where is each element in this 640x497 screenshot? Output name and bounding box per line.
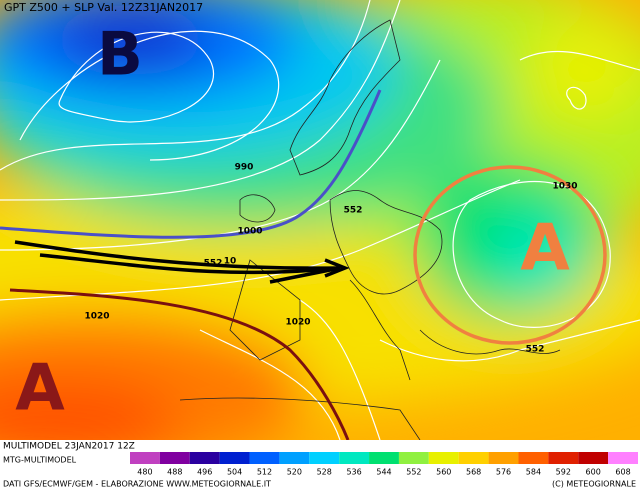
scale-label: 488 <box>167 468 182 477</box>
scale-swatch <box>189 452 220 464</box>
model-run: MULTIMODEL 23JAN2017 12Z <box>3 442 135 452</box>
scale-swatch <box>339 452 370 464</box>
scale-label: 552 <box>406 468 421 477</box>
scale-label: 504 <box>227 468 242 477</box>
scale-swatch <box>488 452 519 464</box>
scale-label: 520 <box>287 468 302 477</box>
scale-label: 528 <box>317 468 332 477</box>
contour-label: 1020 <box>84 312 109 322</box>
anticyclone-circle <box>413 165 607 345</box>
contour-label: 552 <box>204 259 223 269</box>
scale-label: 600 <box>586 468 601 477</box>
scale-swatch <box>548 452 579 464</box>
coastlines <box>179 19 561 440</box>
scale-swatch <box>518 452 549 464</box>
contour-label: 10 <box>224 257 237 267</box>
scale-swatch <box>219 452 250 464</box>
scale-swatch <box>249 452 280 464</box>
color-scale: 480 488 496 504 512 520 528 536 544 552 560 568 576 5… <box>130 452 638 477</box>
scale-label: 544 <box>376 468 391 477</box>
contour-label: 1000 <box>237 227 262 237</box>
front-line <box>0 89 382 239</box>
scale-swatch <box>369 452 399 464</box>
scale-label: 536 <box>346 468 361 477</box>
scale-label: 608 <box>615 468 630 477</box>
scale-swatch <box>279 452 310 464</box>
scale-swatch <box>578 452 609 464</box>
pressure-center: A <box>520 212 570 286</box>
scale-swatch <box>398 452 429 464</box>
credits: DATI GFS/ECMWF/GEM - ELABORAZIONE WWW.ME… <box>3 480 271 489</box>
pressure-centers: B A A <box>15 20 570 426</box>
isobars <box>0 0 640 440</box>
map-title: GPT Z500 + SLP Val. 12Z31JAN2017 <box>4 1 203 14</box>
map-field <box>0 0 640 440</box>
pressure-center: B <box>97 20 143 90</box>
scale-label: 584 <box>526 468 541 477</box>
scale-label: 512 <box>257 468 272 477</box>
source: MTG-MULTIMODEL <box>3 456 77 465</box>
scale-label: 568 <box>466 468 481 477</box>
ridge-line <box>9 288 350 440</box>
scale-swatch <box>159 452 190 464</box>
scale-swatch <box>428 452 459 464</box>
scale-label: 480 <box>137 468 152 477</box>
contour-label: 1020 <box>285 318 310 328</box>
scale-label: 560 <box>436 468 451 477</box>
copyright: (C) METEOGIORNALE <box>552 480 636 489</box>
flow-arrows <box>14 240 350 284</box>
scale-swatch <box>608 452 638 464</box>
scale-label: 496 <box>197 468 212 477</box>
scale-label: 576 <box>496 468 511 477</box>
scale-label: 592 <box>556 468 571 477</box>
contour-label: 1030 <box>552 182 577 192</box>
scale-swatch <box>458 452 489 464</box>
contour-label: 990 <box>235 163 254 173</box>
contour-label: 552 <box>526 345 545 355</box>
scale-swatch <box>309 452 340 464</box>
pressure-center: A <box>15 352 65 426</box>
footer-bg <box>0 440 640 493</box>
contour-label: 552 <box>344 206 363 216</box>
scale-swatch <box>130 452 160 464</box>
